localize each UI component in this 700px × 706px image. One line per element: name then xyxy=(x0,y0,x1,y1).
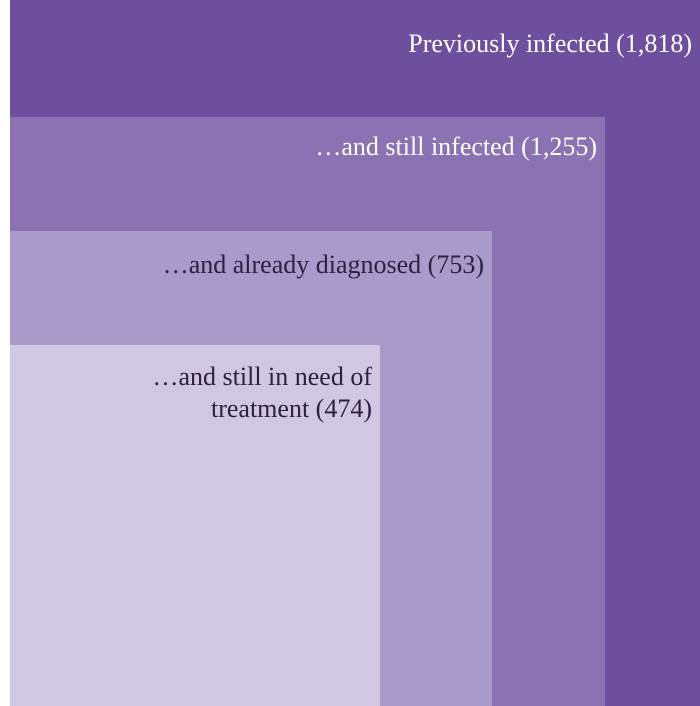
need-treatment-label: …and still in need of treatment (474) xyxy=(152,361,372,425)
need-treatment-box: …and still in need of treatment (474) xyxy=(10,345,380,706)
still-infected-label: …and still infected (1,255) xyxy=(315,132,597,161)
already-diagnosed-label: …and already diagnosed (753) xyxy=(162,250,484,279)
need-treatment-label-line1: …and still in need of xyxy=(152,362,372,391)
previously-infected-label: Previously infected (1,818) xyxy=(408,29,692,58)
need-treatment-label-line2: treatment (474) xyxy=(211,394,372,423)
